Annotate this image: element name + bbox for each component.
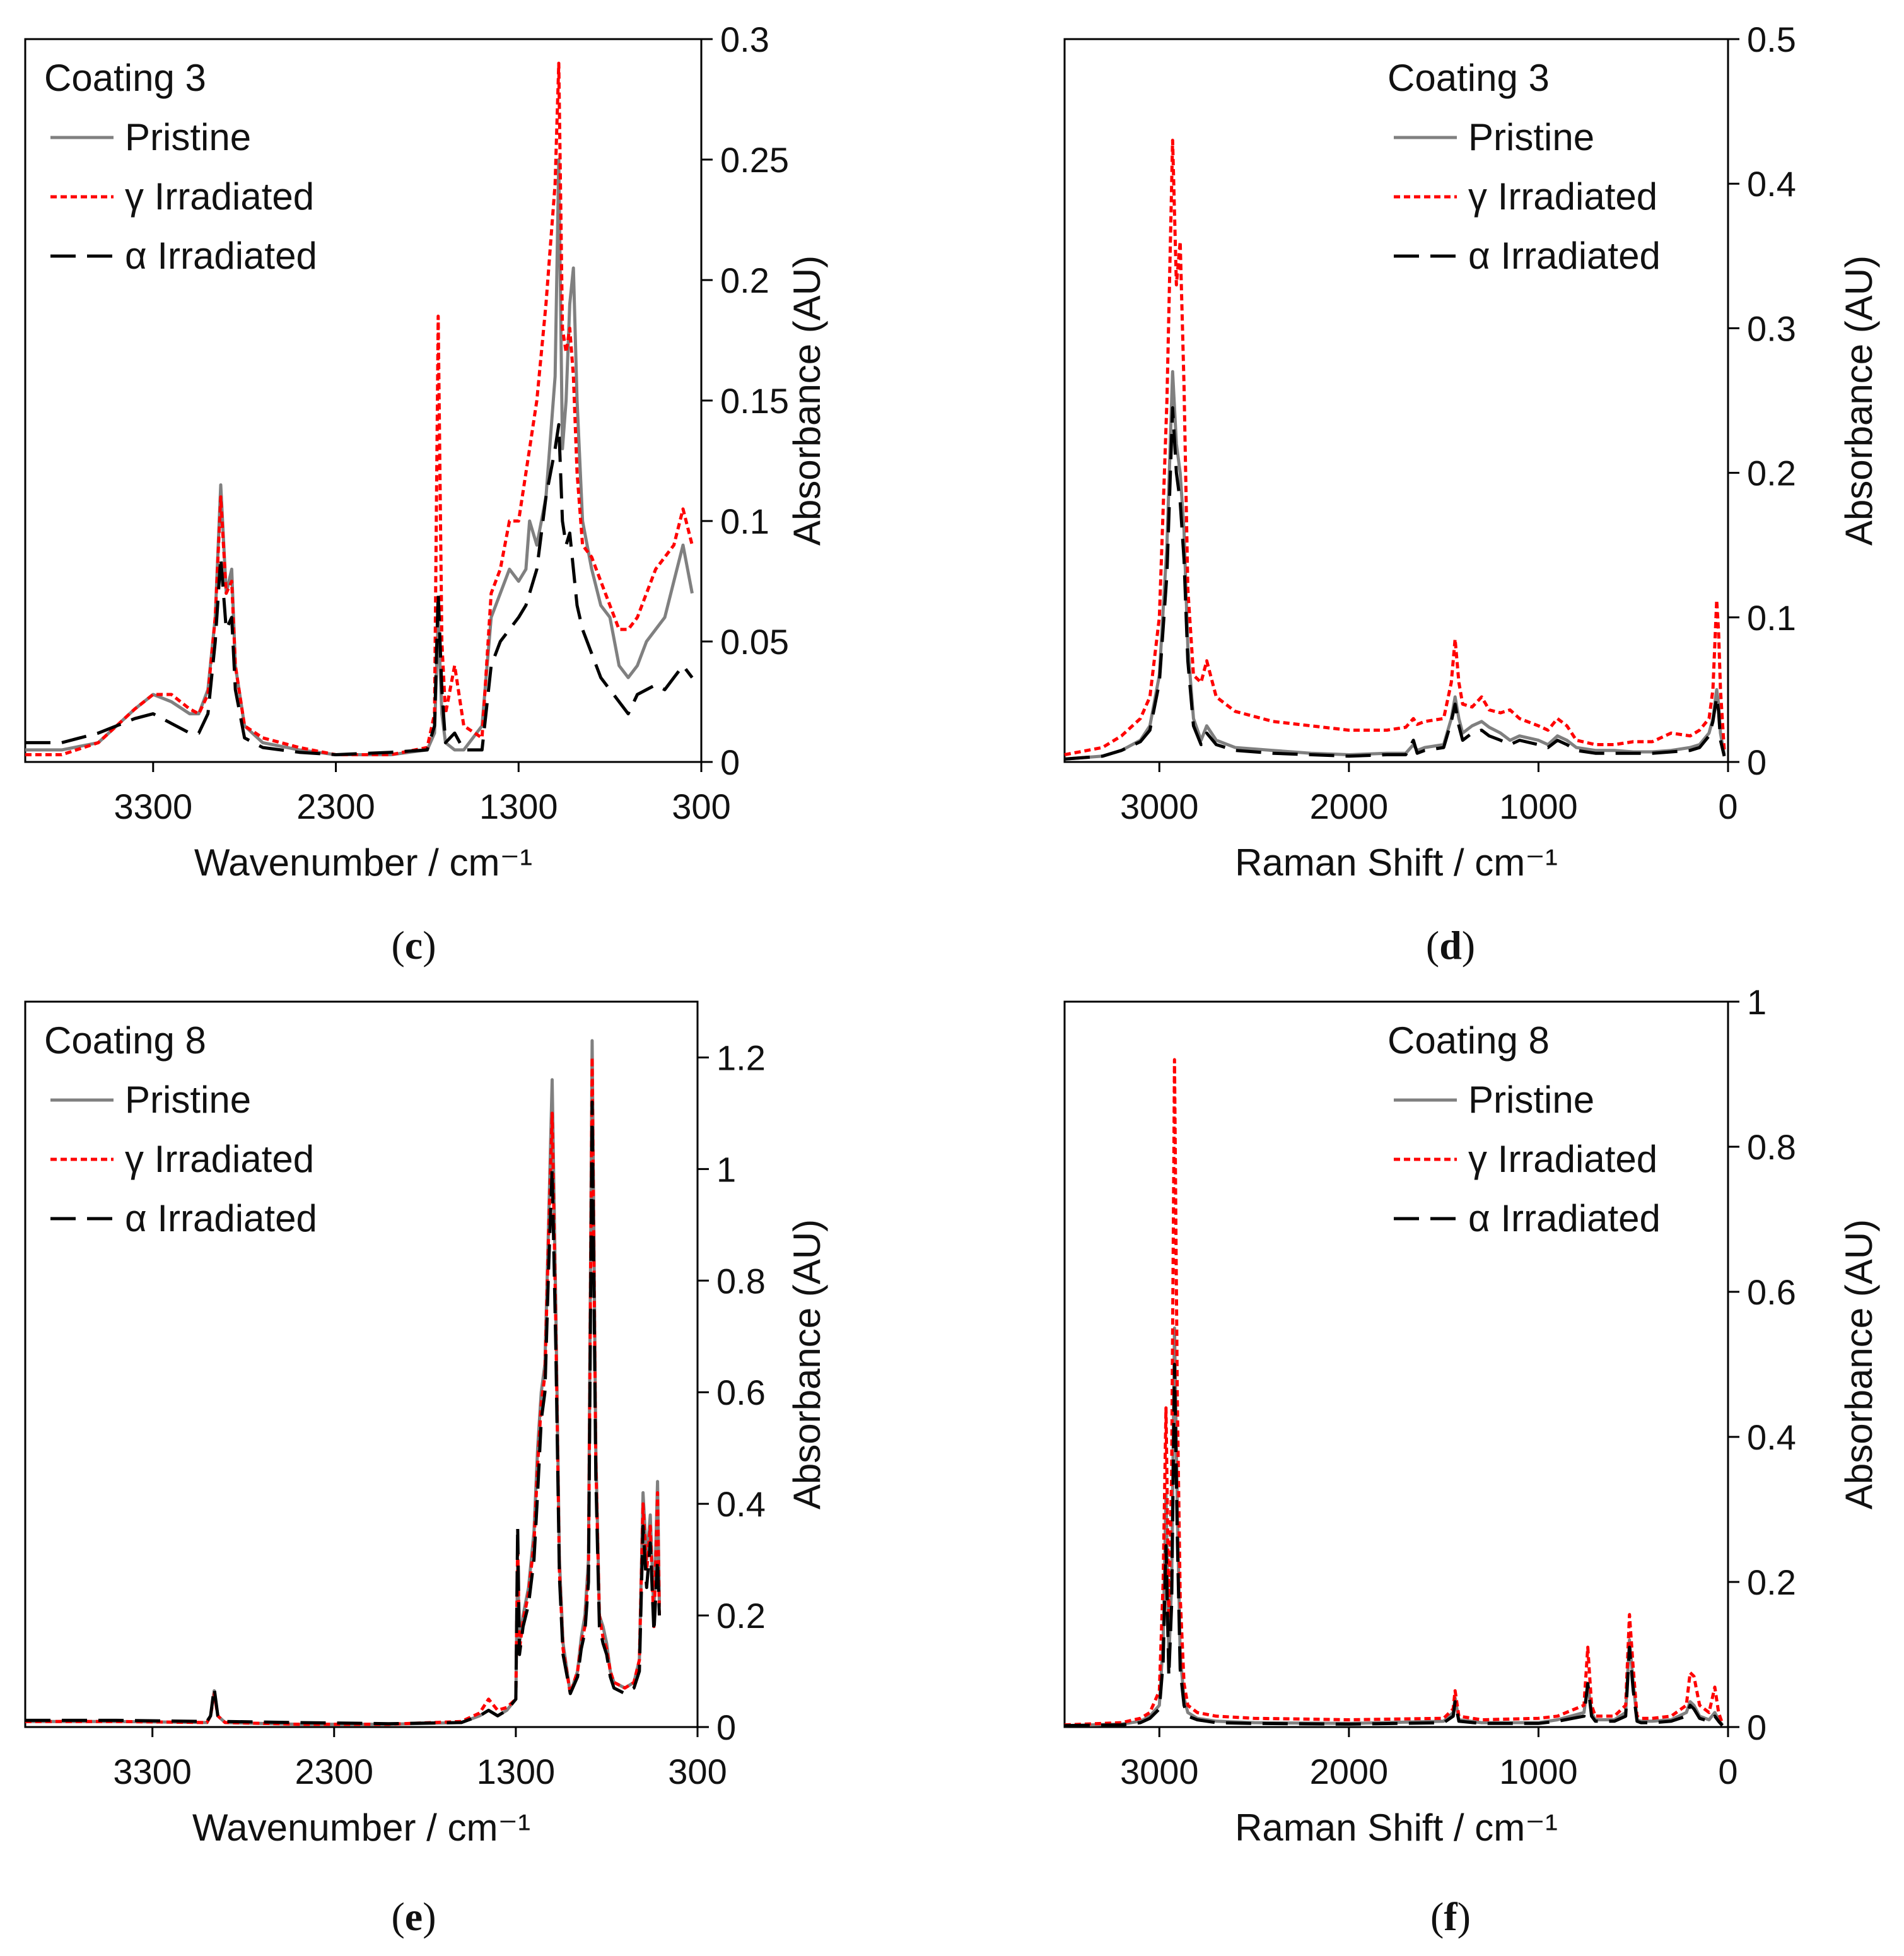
y-tick-label: 0.8 <box>1747 1127 1796 1167</box>
y-tick-label: 0.4 <box>1747 164 1796 204</box>
x-tick-label: 1300 <box>477 1752 556 1791</box>
y-tick-label: 0.2 <box>1747 1562 1796 1602</box>
x-tick-label: 2000 <box>1310 1752 1389 1791</box>
series-line-pristine <box>1064 1326 1724 1728</box>
x-tick-label: 1000 <box>1499 787 1578 826</box>
series-line-alpha <box>1064 1362 1724 1728</box>
y-tick-label: 0.25 <box>720 140 789 180</box>
legend-label-gamma: γ Irradiated <box>125 1138 314 1180</box>
plot-frame <box>1063 38 1729 763</box>
legend-label-pristine: Pristine <box>125 116 251 158</box>
x-axis-label: Wavenumber / cm⁻¹ <box>192 1807 530 1849</box>
y-tick-label: 0.2 <box>716 1596 766 1636</box>
y-tick-label: 0 <box>1747 1707 1767 1747</box>
series-line-gamma <box>25 61 694 756</box>
y-tick-label: 0.3 <box>1747 308 1796 348</box>
legend-label-alpha: α Irradiated <box>1468 235 1661 277</box>
legend-label-alpha: α Irradiated <box>125 235 317 277</box>
y-tick-label: 1.2 <box>716 1038 766 1077</box>
legend-label-gamma: γ Irradiated <box>125 175 314 218</box>
series-line-gamma <box>25 1056 661 1726</box>
y-tick-label: 0.2 <box>1747 454 1796 493</box>
chart-panel-d: 3000 2000 1000 00 0.1 0.2 0.3 0.4 0.5 Raman Shift… <box>1063 20 1880 968</box>
series-line-alpha <box>25 423 694 756</box>
series-line-pristine <box>1064 370 1726 761</box>
y-tick-label: 0.6 <box>1747 1272 1796 1312</box>
series-line-pristine <box>25 1039 661 1726</box>
legend-label-alpha: α Irradiated <box>1468 1197 1661 1239</box>
x-axis-label: Raman Shift / cm⁻¹ <box>1235 841 1558 884</box>
chart-title: Coating 8 <box>1387 1019 1550 1062</box>
y-tick-label: 0 <box>716 1707 736 1747</box>
y-tick-label: 0.5 <box>1747 20 1796 59</box>
y-tick-label: 0.15 <box>720 381 789 421</box>
y-tick-label: 0.4 <box>1747 1417 1796 1457</box>
y-tick-label: 0.1 <box>720 501 769 541</box>
chart-title: Coating 8 <box>44 1019 206 1062</box>
y-axis-label: Absorbance (AU) <box>1838 1219 1880 1509</box>
x-axis-label: Raman Shift / cm⁻¹ <box>1235 1807 1558 1849</box>
legend-label-pristine: Pristine <box>1468 116 1594 158</box>
y-axis-label: Absorbance (AU) <box>786 1219 828 1509</box>
chart-panel-f: 3000 2000 1000 00 0.2 0.4 0.6 0.8 1 Raman Shift /… <box>1063 982 1880 1939</box>
y-tick-label: 0.6 <box>716 1373 766 1412</box>
x-tick-label: 300 <box>668 1752 727 1791</box>
legend-label-alpha: α Irradiated <box>125 1197 317 1239</box>
panel-label: (f) <box>1430 1894 1471 1939</box>
chart-title: Coating 3 <box>44 57 206 99</box>
x-tick-label: 3000 <box>1120 787 1199 826</box>
panel-label: (c) <box>391 923 436 968</box>
series-line-alpha <box>1064 406 1726 761</box>
x-tick-label: 2300 <box>296 787 375 826</box>
legend-label-gamma: γ Irradiated <box>1468 1138 1657 1180</box>
x-axis-label: Wavenumber / cm⁻¹ <box>194 841 532 884</box>
x-tick-label: 3300 <box>114 787 193 826</box>
legend-label-pristine: Pristine <box>125 1079 251 1121</box>
plot-frame <box>24 1000 699 1728</box>
panel-label: (d) <box>1426 923 1475 968</box>
y-tick-label: 0.1 <box>1747 598 1796 638</box>
legend-label-gamma: γ Irradiated <box>1468 175 1657 218</box>
series-line-alpha <box>25 1100 661 1726</box>
y-tick-label: 0.05 <box>720 622 789 662</box>
chart-title: Coating 3 <box>1387 57 1550 99</box>
y-tick-label: 0.4 <box>716 1484 766 1524</box>
legend-label-pristine: Pristine <box>1468 1079 1594 1121</box>
series-line-gamma <box>1064 138 1726 756</box>
y-tick-label: 1 <box>1747 982 1767 1022</box>
x-tick-label: 2300 <box>295 1752 373 1791</box>
x-tick-label: 1300 <box>479 787 558 826</box>
x-tick-label: 3000 <box>1120 1752 1199 1791</box>
x-tick-label: 3300 <box>113 1752 192 1791</box>
y-tick-label: 0.3 <box>720 20 769 59</box>
y-tick-label: 0.8 <box>716 1261 766 1301</box>
y-axis-label: Absorbance (AU) <box>1838 255 1880 546</box>
x-tick-label: 2000 <box>1310 787 1389 826</box>
x-tick-label: 300 <box>672 787 730 826</box>
x-tick-label: 1000 <box>1499 1752 1578 1791</box>
chart-panel-c: 3300 2300 1300 300 0 0.05 0.1 0.15 0.2 0.25 0.3 Wav… <box>24 20 828 968</box>
y-axis-label: Absorbance (AU) <box>786 255 828 546</box>
y-tick-label: 0.2 <box>720 261 769 300</box>
x-tick-label: 0 <box>1718 1752 1738 1791</box>
panel-label: (e) <box>391 1894 436 1939</box>
series-line-gamma <box>1064 1058 1724 1727</box>
y-tick-label: 0 <box>1747 742 1767 782</box>
y-tick-label: 0 <box>720 742 740 782</box>
x-tick-label: 0 <box>1718 787 1738 826</box>
chart-panel-e: 3300 2300 1300 300 0 0.2 0.4 0.6 0.8 1 1.2 Wavenumb… <box>24 1000 828 1939</box>
y-tick-label: 1 <box>716 1149 736 1189</box>
plot-frame <box>1063 1000 1729 1728</box>
